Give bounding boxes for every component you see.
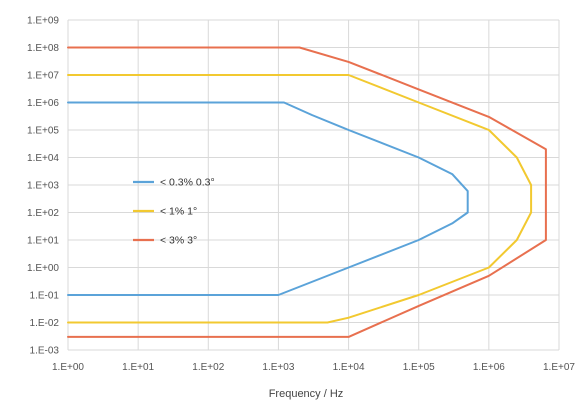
x-tick-label: 1.E+04 xyxy=(333,362,365,373)
series-line-3 xyxy=(67,46,547,338)
y-tick-label: 1.E-03 xyxy=(30,346,60,357)
x-tick-label: 1.E+02 xyxy=(192,362,224,373)
x-axis-title: Frequency / Hz xyxy=(269,388,344,400)
legend-label: < 1% 1° xyxy=(160,206,197,218)
y-tick-label: 1.E+00 xyxy=(27,263,59,274)
tick-labels: 1.E+00 1.E+01 1.E+02 1.E+03 1.E+04 1.E+05 1.E+… xyxy=(27,16,575,374)
y-tick-label: 1.E+08 xyxy=(27,43,59,54)
x-tick-label: 1.E+00 xyxy=(52,362,84,373)
y-tick-label: 1.E+02 xyxy=(27,208,59,219)
y-tick-label: 1.E-02 xyxy=(30,318,60,329)
y-tick-label: 1.E+03 xyxy=(27,181,59,192)
x-tick-label: 1.E+05 xyxy=(403,362,435,373)
legend: < 0.3% 0.3° < 1% 1° < 3% 3° xyxy=(133,177,215,247)
legend-label: < 3% 3° xyxy=(160,235,197,247)
legend-item: < 0.3% 0.3° xyxy=(133,177,215,189)
x-tick-label: 1.E+01 xyxy=(122,362,154,373)
legend-item: < 1% 1° xyxy=(133,206,197,218)
x-tick-label: 1.E+03 xyxy=(262,362,294,373)
series-line-1 xyxy=(67,101,469,296)
x-tick-label: 1.E+07 xyxy=(543,362,575,373)
series-lines xyxy=(67,46,547,338)
y-tick-label: 1.E+06 xyxy=(27,98,59,109)
y-tick-label: 1.E+07 xyxy=(27,71,59,82)
y-tick-label: 1.E+04 xyxy=(27,153,59,164)
y-tick-label: 1.E+09 xyxy=(27,16,59,27)
y-tick-label: 1.E-01 xyxy=(30,291,60,302)
x-tick-label: 1.E+06 xyxy=(473,362,505,373)
legend-label: < 0.3% 0.3° xyxy=(160,177,215,189)
legend-item: < 3% 3° xyxy=(133,235,197,247)
y-tick-label: 1.E+05 xyxy=(27,126,59,137)
series-line-2 xyxy=(67,74,533,324)
y-tick-label: 1.E+01 xyxy=(27,236,59,247)
